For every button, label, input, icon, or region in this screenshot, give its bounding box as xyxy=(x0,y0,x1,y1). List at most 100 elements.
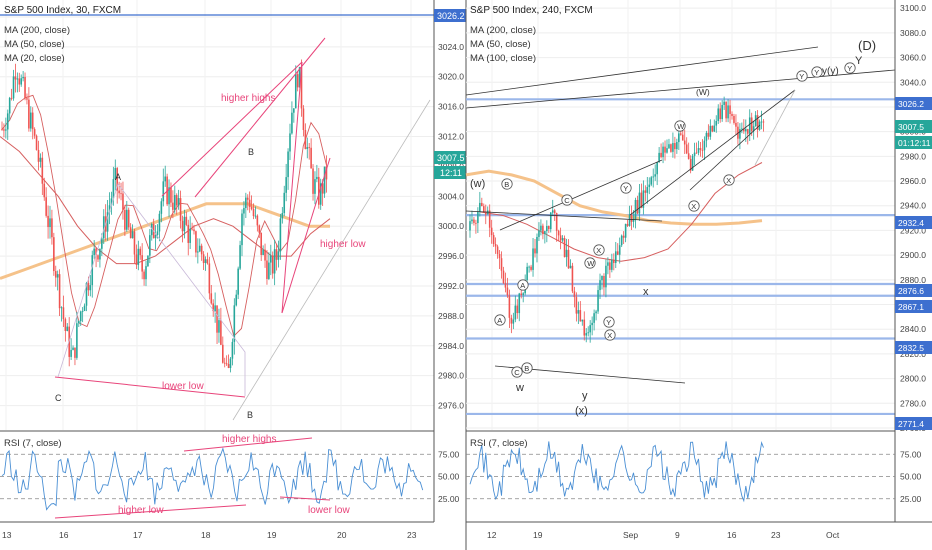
left-y-tick: 3012.0 xyxy=(438,132,464,142)
left-candle-body xyxy=(243,208,245,214)
left-price-tag-time: 12:11 xyxy=(440,168,462,178)
right-candle-body xyxy=(488,210,491,228)
left-candle-body xyxy=(174,195,176,210)
left-candle-body xyxy=(99,248,101,260)
left-candle-body xyxy=(106,212,109,232)
right-candle-body xyxy=(614,251,617,263)
left-candle-body xyxy=(70,349,72,357)
left-ma-label-2: MA (50, close) xyxy=(4,39,65,50)
right-wave-circle xyxy=(517,279,529,291)
right-candle-body xyxy=(504,283,507,288)
left-candle-body xyxy=(81,311,84,312)
rsi-annotation-lower-low: lower low xyxy=(308,505,350,516)
right-y-tick: 3060.0 xyxy=(900,53,926,63)
left-candle-body xyxy=(101,238,103,249)
right-candle-body xyxy=(741,128,743,130)
right-x-tick: Oct xyxy=(826,530,840,540)
left-candle-body xyxy=(304,130,307,149)
left-candle-body xyxy=(5,129,7,131)
left-candle-body xyxy=(208,263,211,294)
right-wave-circle-label: W xyxy=(587,259,595,268)
left-candle-body xyxy=(112,179,115,199)
right-candle-body xyxy=(589,325,591,333)
right-rsi-tick: 50.00 xyxy=(900,472,922,482)
right-candle-body xyxy=(477,211,479,224)
right-candle-body xyxy=(518,293,521,314)
left-candle-body xyxy=(147,255,149,267)
right-candle-body xyxy=(526,266,528,281)
right-candle-body xyxy=(611,259,613,270)
left-time-axis[interactable]: 13 16 17 18 19 20 23 xyxy=(2,530,417,540)
right-candle-body xyxy=(492,235,495,245)
right-price-tag-value: 01:12:11 xyxy=(898,138,931,148)
left-candle-body xyxy=(164,176,166,182)
right-wave-circle-label: Y xyxy=(623,184,628,193)
right-wave-circle-label: A xyxy=(520,281,525,290)
left-candle-body xyxy=(308,147,310,148)
right-time-axis[interactable]: 12 19 Sep 9 16 23 Oct xyxy=(487,530,840,540)
right-candle-body xyxy=(575,297,578,314)
right-candle-body xyxy=(636,199,639,214)
left-candle-body xyxy=(321,183,324,194)
right-candle-body xyxy=(731,113,733,116)
right-candle-body xyxy=(540,225,542,231)
right-candle-body xyxy=(532,248,534,270)
rsi-annotation-higher-low: higher low xyxy=(118,505,164,516)
left-rsi-line xyxy=(1,447,424,511)
left-candle-body xyxy=(47,215,49,228)
wave-label-b: B xyxy=(247,410,253,420)
right-candle-body xyxy=(528,266,530,268)
right-candle-body xyxy=(711,125,714,132)
right-candle-body xyxy=(746,129,749,134)
right-y-tick: 2980.0 xyxy=(900,151,926,161)
right-candle-body xyxy=(548,225,550,230)
right-candle-body xyxy=(536,236,538,254)
left-candle-body xyxy=(237,268,239,295)
left-x-tick: 23 xyxy=(407,530,417,540)
left-candle-body xyxy=(195,231,197,253)
right-y-tick: 3100.0 xyxy=(900,3,926,13)
right-candle-body xyxy=(567,249,570,269)
right-candle-body xyxy=(607,262,609,266)
right-wave-circle-label: X xyxy=(607,331,612,340)
right-candle-body xyxy=(642,190,645,208)
left-candle-body xyxy=(231,341,234,359)
left-candle-body xyxy=(66,326,69,331)
left-candle-body xyxy=(158,213,161,232)
right-candle-body xyxy=(760,121,763,123)
left-y-tick: 2976.0 xyxy=(438,401,464,411)
left-candle-body xyxy=(74,347,76,358)
right-candle-body xyxy=(585,333,588,336)
left-candle-body xyxy=(273,249,276,274)
left-candle-body xyxy=(76,323,78,358)
wave-label-y: y xyxy=(582,390,588,402)
left-title: S&P 500 Index, 30, FXCM xyxy=(4,5,121,16)
left-y-tick: 3020.0 xyxy=(438,72,464,82)
right-candle-body xyxy=(670,144,672,152)
right-candle-body xyxy=(762,121,765,123)
left-y-tick: 2996.0 xyxy=(438,251,464,261)
left-candle-body xyxy=(18,78,21,85)
right-candle-body xyxy=(666,148,668,153)
left-candle-body xyxy=(198,245,201,252)
right-ma-label-1: MA (200, close) xyxy=(470,25,536,36)
right-wave-circle-label: Y xyxy=(799,72,804,81)
left-candle-body xyxy=(149,235,151,256)
right-candle-body xyxy=(750,117,753,131)
right-candle-body xyxy=(490,227,493,236)
right-candle-body xyxy=(691,155,694,171)
right-trendlines xyxy=(465,46,896,384)
left-candle-body xyxy=(64,319,67,331)
right-candle-body xyxy=(577,310,580,314)
left-candle-body xyxy=(127,209,130,228)
right-candle-body xyxy=(699,148,702,150)
right-candle-body xyxy=(717,108,720,121)
left-candle-body xyxy=(60,307,63,309)
left-candle-body xyxy=(291,112,293,134)
right-x-tick: 16 xyxy=(727,530,737,540)
left-candle-body xyxy=(20,78,22,85)
left-candle-body xyxy=(124,209,126,230)
left-candle-body xyxy=(268,262,270,279)
right-candle-body xyxy=(520,293,523,296)
right-y-tick: 2780.0 xyxy=(900,398,926,408)
